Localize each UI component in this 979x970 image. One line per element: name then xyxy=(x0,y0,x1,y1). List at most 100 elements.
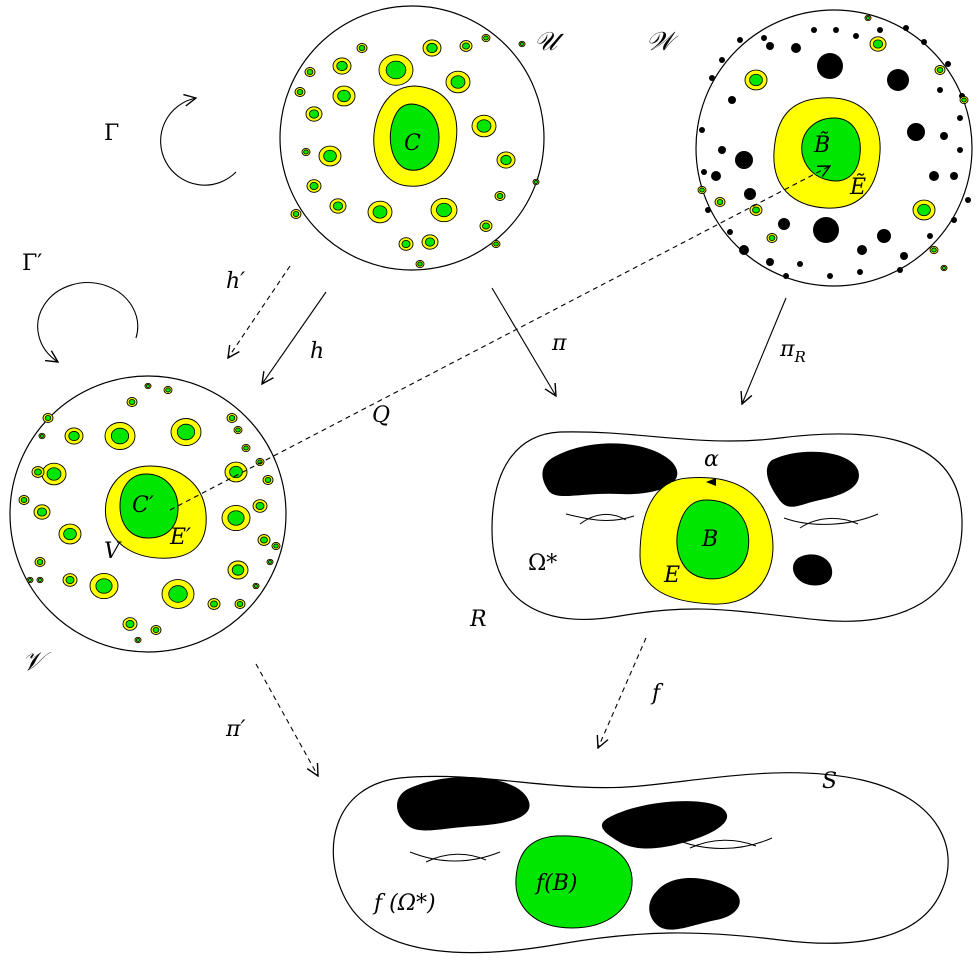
region-C xyxy=(389,103,440,171)
label-W: 𝒲 xyxy=(646,27,679,57)
black-dot xyxy=(705,207,711,213)
island-V-33-green xyxy=(37,578,43,582)
island-V-22-green xyxy=(44,414,52,421)
label-pi-R: πR xyxy=(779,337,806,366)
island-W-10-green xyxy=(941,266,947,270)
island-U-17-green xyxy=(296,89,304,96)
label-B-tilde: B̃ xyxy=(813,132,830,158)
arrow-f xyxy=(598,637,647,748)
black-dot xyxy=(791,43,801,53)
island-V-26-green xyxy=(228,414,236,421)
island-V-9-green xyxy=(68,430,80,442)
island-V-29-green xyxy=(273,543,279,549)
label-h: h xyxy=(310,339,324,364)
blob-S-2 xyxy=(601,801,728,849)
island-U-12-green xyxy=(309,181,319,191)
black-dot xyxy=(719,57,725,63)
blob-S-3 xyxy=(649,878,740,930)
black-dot xyxy=(950,172,958,180)
label-S: S xyxy=(822,769,837,794)
arrow-h-prime xyxy=(228,265,291,358)
label-f: f xyxy=(650,681,664,706)
black-dot xyxy=(900,252,908,260)
arrow-pi-R xyxy=(742,297,787,404)
island-W-4-green xyxy=(768,234,776,241)
island-U-14-green xyxy=(424,237,436,247)
island-W-0-green xyxy=(749,73,763,87)
island-W-1-green xyxy=(872,39,884,49)
island-V-8-green xyxy=(231,564,245,576)
black-dot xyxy=(929,171,939,181)
island-U-3-green xyxy=(450,75,466,89)
handle-R-left-2 xyxy=(579,514,627,525)
blob-R-3 xyxy=(792,554,833,586)
island-W-5-green xyxy=(716,198,724,205)
island-W-11-green xyxy=(865,16,871,20)
black-dot xyxy=(709,75,715,81)
black-dot xyxy=(927,233,933,239)
label-U: 𝒰 xyxy=(534,27,565,57)
label-f-Omega: f (Ω*) xyxy=(372,891,436,916)
surface-R xyxy=(491,431,963,622)
region-Btilde xyxy=(801,117,861,182)
black-dot xyxy=(766,42,774,50)
island-U-27-green xyxy=(493,241,499,247)
island-U-4-green xyxy=(476,119,492,133)
island-V-31-green xyxy=(253,584,259,588)
black-dot xyxy=(965,197,971,203)
island-V-20-green xyxy=(65,575,75,585)
black-dot xyxy=(857,269,863,275)
black-dot xyxy=(857,245,867,255)
handle-S-right xyxy=(671,837,773,849)
black-dot xyxy=(727,229,733,235)
handle-R-left xyxy=(565,513,635,521)
black-dot xyxy=(877,229,891,243)
arrow-h xyxy=(262,291,327,384)
island-W-9-green xyxy=(931,247,937,253)
disk-U xyxy=(279,5,545,271)
black-dot xyxy=(940,132,948,140)
black-dot xyxy=(728,96,736,104)
island-V-6-green xyxy=(95,578,113,594)
label-GammaPrime: Γ′ xyxy=(22,251,42,276)
black-dot xyxy=(701,169,707,175)
blob-R-1 xyxy=(542,443,678,497)
black-dot xyxy=(921,39,927,45)
label-E: E xyxy=(663,563,680,588)
label-pi: π xyxy=(551,331,567,356)
region-B xyxy=(676,499,750,580)
handle-S-left xyxy=(409,851,501,862)
handle-S-right-2 xyxy=(689,839,757,849)
black-dot xyxy=(957,147,963,153)
island-V-27-green xyxy=(243,445,249,451)
island-V-24-green xyxy=(165,387,171,393)
black-dot xyxy=(897,267,903,273)
island-V-36-green xyxy=(235,427,241,433)
island-U-19-green xyxy=(462,42,470,50)
label-V: 𝒱 xyxy=(22,647,52,677)
island-V-32-green xyxy=(27,578,33,582)
black-dot xyxy=(778,218,790,230)
label-B: B xyxy=(701,527,718,552)
surface-S xyxy=(332,772,949,954)
islands-V xyxy=(18,382,281,644)
gamma-loop xyxy=(160,98,237,186)
islands-W xyxy=(697,14,969,272)
island-V-0-green xyxy=(110,427,130,445)
island-U-24-green xyxy=(533,180,539,184)
island-V-10-green xyxy=(34,468,42,476)
island-V-23-green xyxy=(128,398,136,405)
region-Cprime xyxy=(119,473,179,539)
island-V-15-green xyxy=(260,536,268,544)
island-V-4-green xyxy=(227,510,245,526)
black-dot xyxy=(903,25,909,31)
label-Omega-star: Ω* xyxy=(528,551,557,576)
handle-R-right-2 xyxy=(799,518,859,529)
label-pi-prime: π′ xyxy=(225,717,245,742)
black-dot xyxy=(744,188,756,200)
island-U-18-green xyxy=(306,69,314,76)
black-dot xyxy=(783,273,789,279)
black-dot xyxy=(937,87,943,93)
island-V-7-green xyxy=(168,585,188,603)
black-dot xyxy=(739,245,749,255)
